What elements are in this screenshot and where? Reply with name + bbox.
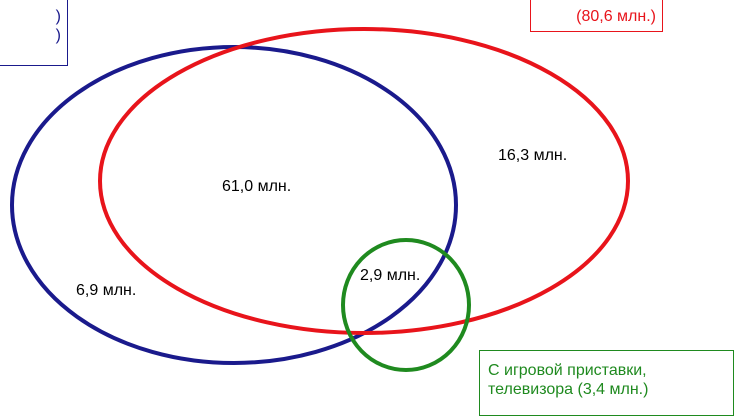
green-set-legend-line-1: С игровой приставки, — [488, 362, 647, 379]
blue-set-legend-line-1: ) — [55, 8, 61, 25]
blue-set-ellipse — [10, 45, 458, 365]
region-label-green-overlap: 2,9 млн. — [360, 267, 420, 284]
region-label-red-only: 16,3 млн. — [498, 147, 567, 164]
region-label-blue-red-overlap: 61,0 млн. — [222, 178, 291, 195]
blue-set-legend-line-2: ) — [55, 27, 61, 44]
red-set-legend-box: (80,6 млн.) — [530, 0, 663, 32]
green-set-legend-box: С игровой приставки, телевизора (3,4 млн… — [479, 350, 734, 416]
green-set-circle — [341, 238, 471, 372]
red-set-ellipse — [98, 27, 630, 335]
green-set-legend-line-2: телевизора (3,4 млн.) — [488, 381, 649, 398]
red-set-legend-text: (80,6 млн.) — [576, 8, 656, 25]
region-label-blue-only: 6,9 млн. — [76, 282, 136, 299]
blue-set-legend-box: ) ) — [0, 0, 68, 66]
